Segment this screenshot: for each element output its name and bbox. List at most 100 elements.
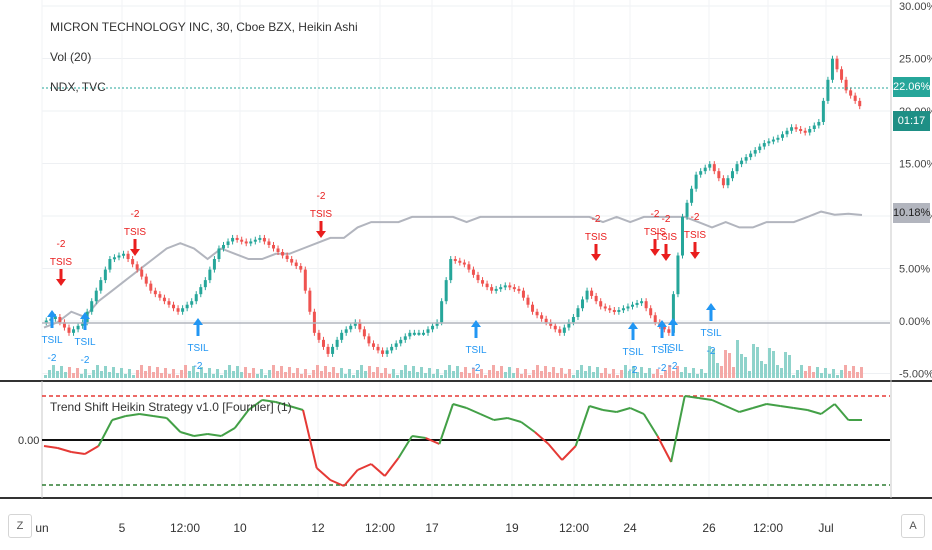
volume-bar: [324, 366, 327, 378]
sell-signal-label: -2: [317, 191, 326, 202]
candle-body: [212, 259, 216, 270]
candle-body: [449, 259, 453, 281]
oscillator-segment: [752, 403, 767, 409]
volume-bar: [512, 373, 515, 378]
buy-signal-label: -2: [472, 363, 481, 374]
candle-body: [108, 259, 112, 270]
volume-bar: [508, 367, 511, 378]
candle-body: [521, 290, 525, 298]
volume-bar: [144, 371, 147, 378]
time-axis[interactable]: un 5 12:00 10 12 12:00 17 19 12:00 24 26 12:00 Jul: [35, 521, 833, 535]
oscillator-segment: [602, 409, 617, 413]
candle-body: [758, 146, 762, 151]
candle-body: [99, 280, 103, 291]
candle-body: [526, 297, 530, 305]
volume-bar: [368, 366, 371, 378]
candle-body: [717, 171, 721, 179]
volume-bar: [352, 375, 355, 378]
auto-scale-button[interactable]: A: [901, 514, 925, 538]
candle-body: [594, 295, 598, 302]
sell-arrow-icon: [130, 239, 140, 256]
candle-body: [162, 297, 166, 302]
volume-bar: [76, 368, 79, 378]
volume-bar: [320, 371, 323, 378]
ndx-compare-line: [43, 210, 863, 329]
volume-bar: [228, 365, 231, 378]
volume-bar: [676, 366, 679, 378]
buy-signal: TSIL -2: [700, 303, 722, 357]
candle-body: [771, 139, 775, 142]
volume-bar: [116, 373, 119, 378]
volume-bar: [756, 347, 759, 378]
candle-body: [126, 253, 130, 260]
candle-body: [303, 269, 307, 291]
oscillator-segment: [739, 407, 754, 413]
volume-bar: [468, 373, 471, 378]
candle-body: [53, 317, 57, 320]
oscillator-segment: [384, 457, 400, 477]
volume-bar: [276, 371, 279, 378]
symbol-title[interactable]: MICRON TECHNOLOGY INC, 30, Cboe BZX, Hei…: [50, 20, 358, 34]
candle-body: [662, 325, 666, 330]
volume-bar: [624, 365, 627, 378]
candle-body: [299, 266, 303, 270]
volume-bar: [812, 372, 815, 378]
candle-body: [730, 171, 734, 179]
sell-signal: -2 TSIS: [585, 214, 607, 261]
zoom-button[interactable]: Z: [8, 514, 32, 538]
volume-bar: [852, 366, 855, 378]
volume-bar: [712, 349, 715, 378]
oscillator-segment: [534, 431, 550, 445]
candle-body: [240, 239, 244, 242]
sell-signal-label: TSIS: [50, 257, 73, 268]
volume-bar: [428, 368, 431, 378]
candle-body: [603, 306, 607, 309]
volume-bar: [192, 366, 195, 378]
candle-body: [144, 276, 148, 284]
volume-bar: [84, 369, 87, 378]
volume-bar: [476, 374, 479, 378]
volume-bar: [400, 370, 403, 378]
sell-arrow-icon: [591, 244, 601, 261]
candle-body: [431, 325, 435, 330]
price-axis[interactable]: 30.00%25.00%20.00%15.00%10.00%5.00%0.00%…: [899, 1, 932, 381]
candle-body: [490, 287, 494, 291]
volume-bar: [420, 367, 423, 378]
candle-body: [494, 288, 498, 291]
sell-signal-label: TSIS: [684, 230, 707, 241]
candle-body: [458, 260, 462, 263]
sell-signal: -2 TSIS: [310, 191, 332, 238]
sell-signal-label: TSIS: [644, 227, 667, 238]
buy-signal-label: -2: [48, 353, 57, 364]
candle-body: [290, 259, 294, 263]
oscillator-segment: [589, 405, 604, 411]
volume-legend[interactable]: Vol (20): [50, 50, 92, 64]
volume-bar: [500, 366, 503, 378]
volume-bar: [816, 367, 819, 378]
volume-bar: [724, 350, 727, 378]
volume-bar: [88, 375, 91, 378]
oscillator-segment: [438, 403, 454, 445]
buy-arrow-icon: [193, 318, 203, 336]
candle-body: [281, 252, 285, 256]
volume-bar: [204, 373, 207, 378]
indicator-title[interactable]: Trend Shift Heikin Strategy v1.0 [Fourni…: [50, 400, 292, 414]
oscillator-segment: [343, 469, 359, 487]
volume-bar: [472, 368, 475, 378]
oscillator-segment: [643, 413, 659, 437]
candle-body: [308, 290, 312, 312]
volume-bar: [348, 369, 351, 378]
candle-body: [267, 241, 271, 245]
buy-signal-label: TSIL: [74, 337, 96, 348]
candle-body: [467, 264, 471, 270]
compare-price-tag: 10.18%: [893, 203, 930, 223]
oscillator-segment: [507, 417, 522, 423]
candle-body: [640, 301, 644, 304]
compare-legend[interactable]: NDX, TVC: [50, 80, 106, 94]
candle-body: [512, 287, 516, 290]
candle-body: [667, 329, 671, 333]
candle-body: [481, 280, 485, 284]
candle-body: [699, 171, 703, 175]
volume-bar: [828, 374, 831, 378]
